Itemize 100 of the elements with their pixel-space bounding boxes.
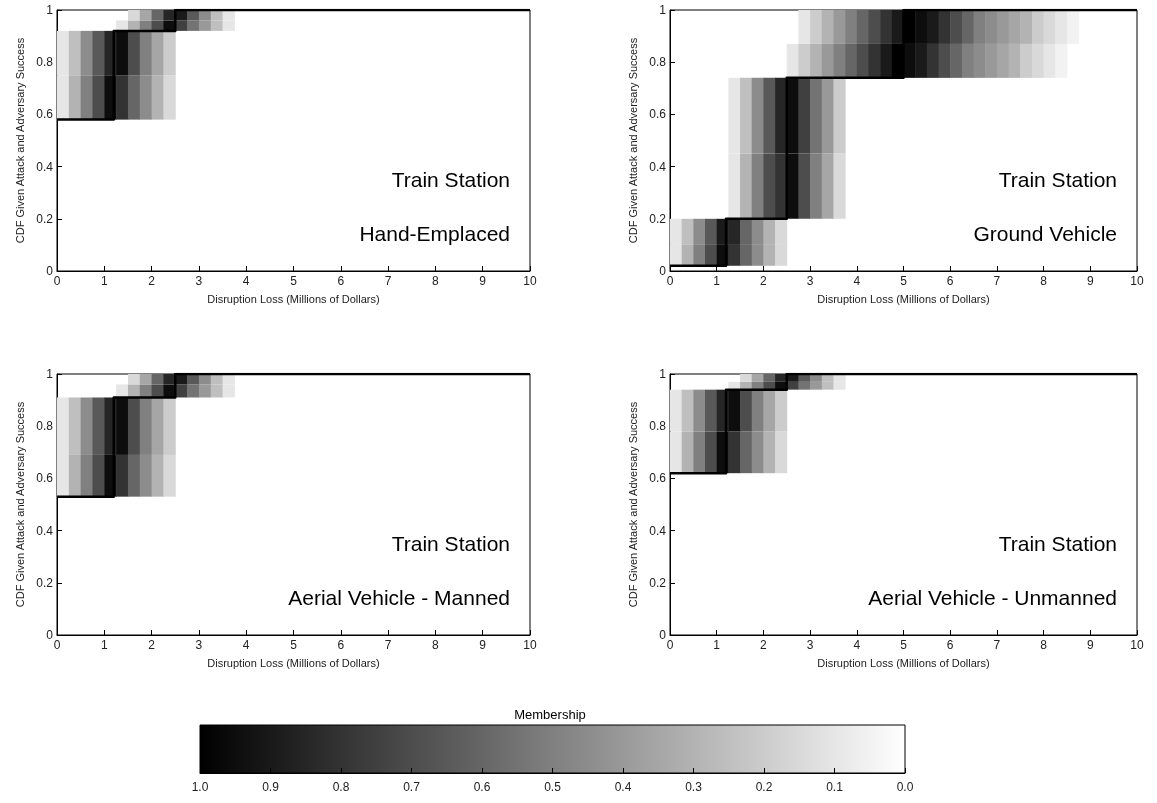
annotation: Aerial Vehicle - Unmanned bbox=[868, 586, 1117, 609]
x-tick-label: 5 bbox=[900, 638, 908, 652]
y-tick-label: 0.6 bbox=[36, 107, 54, 122]
bar bbox=[833, 153, 846, 219]
x-tick-label: 10 bbox=[1130, 638, 1144, 652]
x-tick-label: 6 bbox=[946, 638, 954, 652]
x-tick-label: 3 bbox=[806, 638, 814, 652]
x-tick-label: 2 bbox=[760, 638, 768, 652]
x-tick-label: 4 bbox=[242, 638, 250, 652]
bar bbox=[127, 30, 141, 76]
annotation: Hand-Emplaced bbox=[359, 222, 511, 245]
bar bbox=[127, 374, 141, 385]
y-axis-title: CDF Given Attack and Adversary Success bbox=[626, 37, 639, 244]
x-tick-label: 10 bbox=[523, 274, 537, 288]
x-tick-label: 9 bbox=[1086, 274, 1094, 288]
x-axis-title: Disruption Loss (Millions of Dollars) bbox=[817, 656, 990, 669]
y-tick-label: 0.2 bbox=[36, 575, 54, 590]
x-tick-label: 4 bbox=[242, 274, 250, 288]
color-bar-label: 0.6 bbox=[473, 780, 491, 794]
color-bar-label: 0.2 bbox=[755, 780, 773, 794]
y-tick-label: 0.4 bbox=[649, 159, 667, 174]
bar bbox=[775, 389, 788, 432]
color-bar-title: Membership bbox=[514, 707, 586, 722]
bar bbox=[151, 454, 164, 497]
x-tick-label: 2 bbox=[760, 274, 768, 288]
y-tick-label: 1 bbox=[659, 367, 667, 381]
y-axis-title: CDF Given Attack and Adversary Success bbox=[13, 37, 26, 244]
bar bbox=[1031, 43, 1045, 78]
y-tick-label: 0.2 bbox=[649, 211, 667, 226]
y-tick-label: 0.8 bbox=[649, 55, 667, 70]
y-tick-label: 1 bbox=[46, 3, 54, 17]
x-tick-label: 10 bbox=[1130, 274, 1144, 288]
annotation: Train Station bbox=[998, 168, 1117, 191]
y-tick-label: 1 bbox=[46, 367, 54, 381]
x-tick-label: 1 bbox=[713, 274, 721, 288]
y-axis-title: CDF Given Attack and Adversary Success bbox=[13, 401, 26, 608]
bar bbox=[163, 397, 176, 455]
bar bbox=[763, 431, 776, 474]
x-tick-label: 5 bbox=[900, 274, 908, 288]
x-tick-label: 7 bbox=[993, 274, 1001, 288]
y-tick-label: 1 bbox=[659, 3, 667, 17]
annotation: Train Station bbox=[391, 168, 510, 191]
x-tick-label: 1 bbox=[713, 638, 721, 652]
y-tick-label: 0.8 bbox=[36, 419, 54, 434]
bar bbox=[187, 384, 200, 398]
bar bbox=[151, 75, 164, 120]
y-tick-label: 0 bbox=[46, 628, 54, 642]
x-tick-label: 2 bbox=[148, 274, 156, 288]
x-tick-label: 9 bbox=[479, 638, 487, 652]
bar bbox=[163, 30, 176, 76]
y-tick-label: 0.4 bbox=[649, 523, 667, 538]
x-axis-title: Disruption Loss (Millions of Dollars) bbox=[207, 292, 380, 305]
bar bbox=[798, 77, 811, 154]
color-bar-label: 1.0 bbox=[191, 780, 209, 794]
y-axis-title: CDF Given Attack and Adversary Success bbox=[626, 401, 639, 608]
color-bar-label: 0.7 bbox=[403, 780, 421, 794]
bar bbox=[116, 20, 129, 31]
x-tick-label: 8 bbox=[432, 638, 440, 652]
x-tick-label: 7 bbox=[384, 638, 392, 652]
x-tick-label: 3 bbox=[195, 638, 203, 652]
bar bbox=[763, 374, 776, 382]
x-tick-label: 8 bbox=[1040, 274, 1048, 288]
x-tick-label: 5 bbox=[290, 638, 298, 652]
bar bbox=[198, 384, 212, 398]
x-tick-label: 8 bbox=[432, 274, 440, 288]
annotation: Ground Vehicle bbox=[973, 222, 1118, 245]
x-tick-label: 6 bbox=[337, 274, 345, 288]
x-tick-label: 6 bbox=[337, 638, 345, 652]
color-bar-label: 0.5 bbox=[544, 780, 562, 794]
x-tick-label: 6 bbox=[946, 274, 954, 288]
color-bar-label: 0.4 bbox=[614, 780, 632, 794]
y-tick-label: 0.8 bbox=[36, 55, 54, 70]
annotation: Train Station bbox=[391, 532, 510, 555]
y-tick-label: 0.4 bbox=[36, 159, 54, 174]
y-tick-label: 0 bbox=[659, 628, 667, 642]
annotation: Train Station bbox=[998, 532, 1117, 555]
color-bar-label: 0.3 bbox=[685, 780, 703, 794]
y-tick-label: 0.6 bbox=[36, 471, 54, 486]
y-tick-label: 0.8 bbox=[649, 419, 667, 434]
color-bar-label: 0.9 bbox=[262, 780, 280, 794]
bar bbox=[740, 389, 753, 432]
y-tick-label: 0 bbox=[46, 264, 54, 278]
x-tick-label: 5 bbox=[290, 274, 298, 288]
x-tick-label: 3 bbox=[195, 274, 203, 288]
bar bbox=[127, 397, 141, 455]
bar bbox=[116, 75, 129, 120]
x-tick-label: 4 bbox=[853, 638, 861, 652]
x-tick-label: 7 bbox=[384, 274, 392, 288]
y-tick-label: 0.6 bbox=[649, 107, 667, 122]
bar bbox=[821, 153, 834, 219]
color-bar-label: 0.0 bbox=[896, 780, 914, 794]
annotation: Aerial Vehicle - Manned bbox=[288, 586, 510, 609]
bar bbox=[996, 43, 1010, 78]
x-axis-title: Disruption Loss (Millions of Dollars) bbox=[207, 656, 380, 669]
y-tick-label: 0 bbox=[659, 264, 667, 278]
bar bbox=[775, 77, 788, 154]
y-tick-label: 0.2 bbox=[36, 211, 54, 226]
x-tick-label: 9 bbox=[479, 274, 487, 288]
color-bar-label: 0.8 bbox=[332, 780, 350, 794]
x-tick-label: 1 bbox=[100, 274, 108, 288]
